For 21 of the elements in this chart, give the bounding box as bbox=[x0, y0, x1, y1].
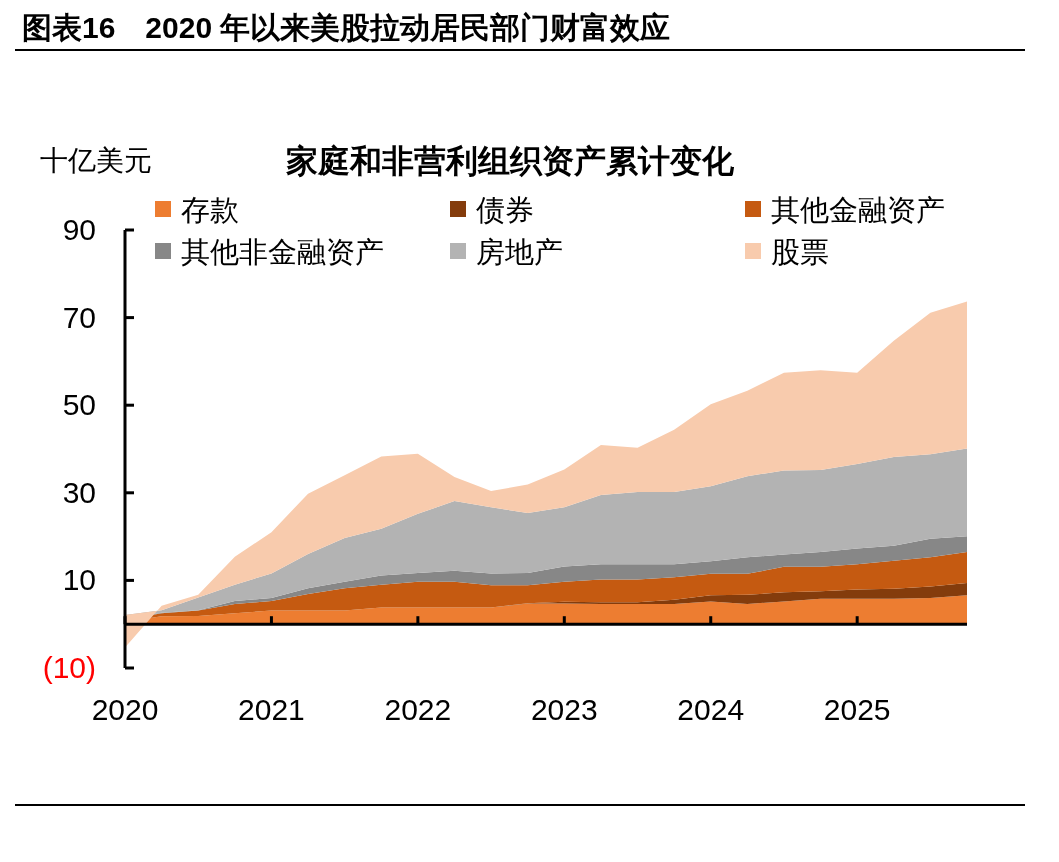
y-tick-label: 90 bbox=[62, 213, 96, 246]
y-tick-label: 70 bbox=[62, 300, 96, 334]
y-tick-label: 30 bbox=[62, 475, 96, 509]
x-tick-label: 2023 bbox=[530, 693, 598, 726]
x-tick-label: 2020 bbox=[91, 693, 159, 726]
legend-label: 存款 bbox=[181, 194, 239, 226]
legend-label: 其他金融资产 bbox=[771, 194, 945, 226]
y-tick-label: 50 bbox=[62, 388, 96, 422]
y-tick-label: (10) bbox=[42, 651, 96, 684]
legend-label: 其他非金融资产 bbox=[181, 236, 384, 268]
x-tick-label: 2024 bbox=[677, 693, 745, 726]
chart-title: 图表16 2020 年以来美股拉动居民部门财富效应 bbox=[22, 11, 671, 44]
chart-subtitle: 家庭和非营利组织资产累计变化 bbox=[286, 143, 735, 179]
y-axis-title: 十亿美元 bbox=[40, 145, 152, 176]
legend-label: 股票 bbox=[771, 236, 829, 268]
y-tick-label: 10 bbox=[62, 563, 96, 597]
x-tick-label: 2021 bbox=[238, 693, 305, 726]
x-tick-label: 2022 bbox=[384, 693, 452, 726]
legend-label: 房地产 bbox=[476, 236, 563, 268]
legend-label: 债券 bbox=[476, 194, 534, 226]
x-tick-label: 2025 bbox=[823, 693, 891, 726]
